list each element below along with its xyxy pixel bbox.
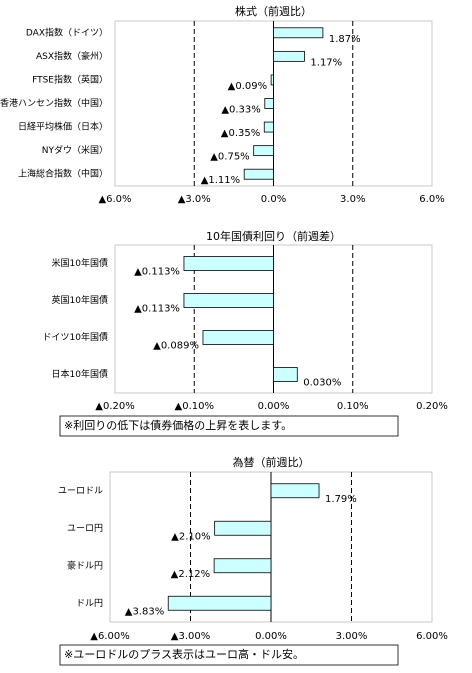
x-tick-label: ▲6.0% [98,194,131,205]
chart-title: 株式（前週比） [235,4,312,18]
chart-title: 為替（前週比） [233,455,310,469]
y-tick-label: 日本10年国債 [52,368,108,380]
x-tick-label: ▲3.0% [178,194,211,205]
bar [214,520,272,536]
x-tick-label: 6.0% [419,194,444,205]
y-tick-label: 日経平均株価（日本） [18,121,108,133]
x-tick-label: 0.20% [416,401,448,412]
bar [273,367,298,382]
value-label: 1.79% [325,494,357,505]
y-tick-label: FTSE指数（英国） [32,73,108,85]
x-tick-label: 3.00% [336,631,368,642]
bar [273,27,324,39]
value-label: ▲0.35% [221,128,260,139]
x-tick-label: 0.00% [258,401,290,412]
y-tick-label: 英国10年国債 [52,294,108,306]
bar [270,74,274,86]
y-tick-label: ドル円 [76,598,103,609]
bar [213,558,272,574]
y-tick-label: 米国10年国債 [52,257,108,269]
note-box [59,644,399,666]
x-tick-label: ▲0.10% [175,401,214,412]
bar [183,256,274,271]
bar [167,595,272,611]
value-label: 1.17% [310,57,342,68]
x-tick-label: 0.00% [255,631,287,642]
value-label: 0.030% [303,378,341,389]
bar [243,168,274,180]
y-tick-label: NYダウ（米国） [42,144,108,156]
y-tick-label: ユーロドル [58,486,103,496]
y-tick-label: 豪ドル円 [67,559,103,571]
value-label: ▲0.113% [134,304,180,315]
note-box [59,415,399,437]
x-tick-label: 0.0% [261,194,286,205]
bar [270,483,320,499]
chart-title: 10年国債利回り（前週差） [206,229,341,243]
value-label: 1.87% [329,34,361,45]
value-label: ▲2.10% [171,531,210,542]
y-tick-label: ユーロ円 [67,523,103,534]
bar [273,50,305,62]
x-tick-label: ▲3.00% [171,631,210,642]
bar [263,121,274,133]
bar [264,98,274,109]
value-label: ▲0.75% [210,152,249,163]
x-tick-label: ▲0.20% [95,401,134,412]
value-label: ▲2.12% [171,569,210,580]
x-tick-label: ▲6.00% [90,631,129,642]
value-label: ▲3.83% [125,606,164,617]
value-label: ▲0.113% [134,267,180,278]
x-tick-label: 0.10% [337,401,369,412]
y-tick-label: ASX指数（豪州） [36,50,108,62]
y-tick-label: DAX指数（ドイツ） [26,26,108,38]
bar [253,145,274,157]
bar [202,330,274,345]
y-tick-label: 上海総合指数（中国） [18,168,108,180]
note: ※ユーロドルのプラス表示はユーロ高・ドル安。 [64,647,304,661]
value-label: ▲0.09% [228,81,267,92]
note: ※利回りの低下は債券価格の上昇を表します。 [64,418,292,432]
y-tick-label: ドイツ10年国債 [43,331,108,343]
value-label: ▲0.33% [221,105,260,116]
value-label: ▲1.11% [201,175,240,186]
x-tick-label: 6.00% [416,631,448,642]
y-tick-label: 香港ハンセン指数（中国） [0,97,108,109]
value-label: ▲0.089% [153,341,199,352]
x-tick-label: 3.0% [340,194,365,205]
bar [183,293,274,308]
